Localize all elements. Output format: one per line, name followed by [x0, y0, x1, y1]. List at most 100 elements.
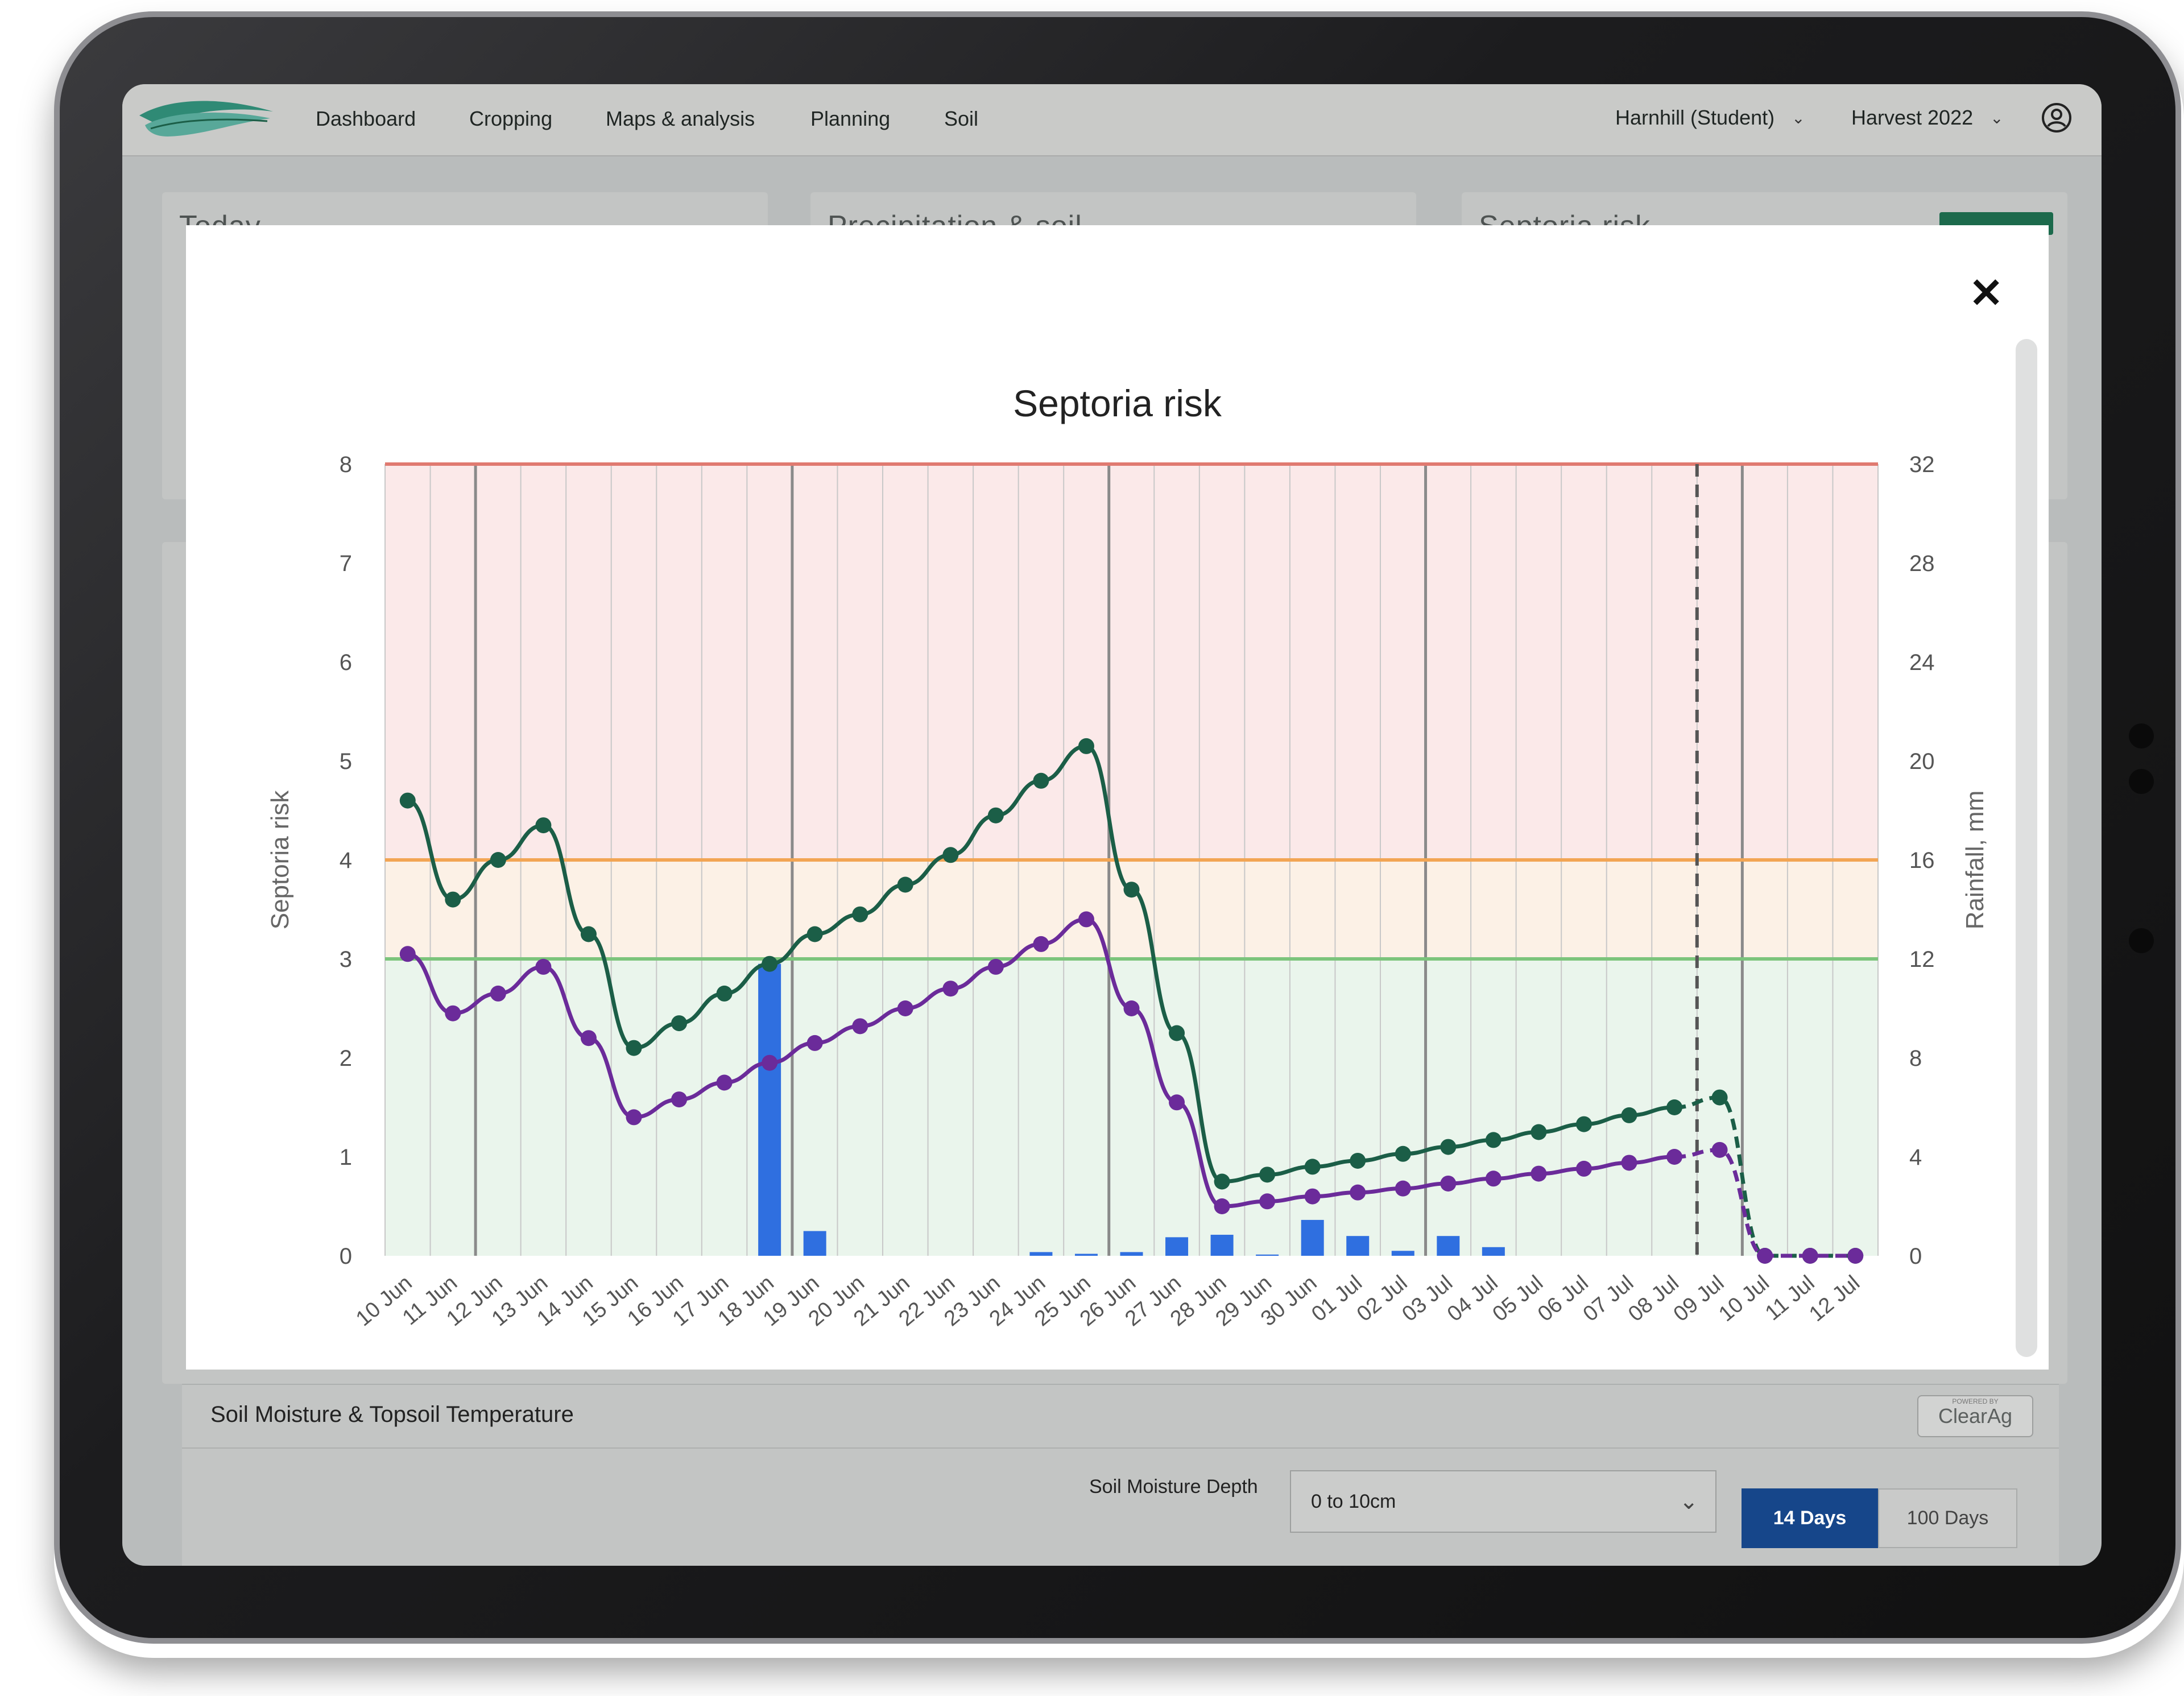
data-point: [806, 1035, 823, 1051]
data-point: [1033, 936, 1049, 952]
data-point: [671, 1091, 688, 1108]
data-point: [490, 852, 506, 868]
y2-axis-title: Rainfall, mm: [1961, 791, 1989, 930]
user-account-icon[interactable]: [2041, 102, 2072, 133]
x-tick-label: 11 Jul: [1761, 1271, 1819, 1326]
rainfall-bar: [1346, 1236, 1370, 1256]
data-point: [1395, 1145, 1411, 1162]
data-point: [1123, 1000, 1140, 1016]
data-point: [1214, 1173, 1230, 1190]
depth-select-value: 0 to 10cm: [1311, 1491, 1396, 1512]
data-point: [1395, 1180, 1411, 1197]
camera-dot: [2129, 769, 2154, 794]
data-point: [762, 1054, 778, 1071]
y-tick-label: 8: [340, 452, 352, 477]
range-100-days-button[interactable]: 100 Days: [1878, 1488, 2017, 1548]
y2-tick-label: 28: [1909, 551, 1935, 576]
data-point: [399, 792, 416, 809]
nav-maps-analysis[interactable]: Maps & analysis: [606, 107, 755, 130]
series-line-forecast: [1674, 1095, 1856, 1258]
data-point: [897, 876, 913, 893]
x-tick-label: 12 Jul: [1805, 1271, 1864, 1326]
app-screen: Dashboard Cropping Maps & analysis Plann…: [122, 84, 2102, 1566]
data-point: [1531, 1124, 1547, 1140]
data-point: [716, 1074, 733, 1091]
data-point: [1802, 1248, 1818, 1264]
data-point: [942, 981, 959, 997]
data-point: [1169, 1094, 1185, 1111]
close-icon[interactable]: ✕: [1969, 271, 2004, 316]
risk-band: [385, 860, 1878, 959]
data-point: [1531, 1165, 1547, 1182]
data-point: [1304, 1159, 1321, 1175]
data-point: [716, 985, 733, 1002]
soil-panel-title: Soil Moisture & Topsoil Temperature: [210, 1402, 574, 1427]
data-point: [445, 1005, 461, 1021]
data-point: [852, 1018, 868, 1035]
x-tick-label: 03 Jul: [1397, 1271, 1457, 1326]
y-axis-title: Septoria risk: [266, 790, 294, 930]
x-tick-label: 07 Jul: [1579, 1271, 1639, 1326]
data-point: [1847, 1248, 1864, 1264]
rainfall-bar: [1482, 1247, 1505, 1256]
data-point: [1214, 1198, 1230, 1214]
y-tick-label: 7: [340, 551, 352, 576]
x-tick-label: 01 Jul: [1307, 1271, 1367, 1326]
depth-select[interactable]: 0 to 10cm ⌄: [1290, 1470, 1716, 1533]
data-point: [1078, 911, 1094, 928]
data-point: [445, 891, 461, 908]
camera-dot: [2129, 928, 2154, 953]
data-point: [1711, 1089, 1728, 1106]
y-tick-label: 1: [340, 1145, 352, 1170]
data-point: [1621, 1155, 1637, 1171]
rainfall-bar: [1029, 1252, 1053, 1256]
y2-tick-label: 16: [1909, 848, 1935, 873]
nav-soil[interactable]: Soil: [944, 107, 979, 130]
data-point: [1304, 1188, 1321, 1205]
data-point: [1485, 1132, 1502, 1148]
data-point: [1350, 1152, 1366, 1169]
data-point: [626, 1109, 642, 1126]
powered-by-label: POWERED BY: [1952, 1397, 1999, 1405]
x-tick-label: 02 Jul: [1352, 1271, 1412, 1326]
chevron-down-icon: ⌄: [1990, 109, 2004, 127]
y-tick-label: 6: [340, 650, 352, 675]
range-14-days-button[interactable]: 14 Days: [1742, 1488, 1878, 1548]
y-tick-label: 3: [340, 947, 352, 972]
nav-planning[interactable]: Planning: [810, 107, 891, 130]
top-navigation: Dashboard Cropping Maps & analysis Plann…: [122, 84, 2102, 156]
data-point: [987, 807, 1004, 824]
data-point: [1259, 1193, 1276, 1210]
rainfall-bar: [1165, 1237, 1189, 1256]
leaf-logo-icon[interactable]: [134, 96, 276, 141]
nav-cropping[interactable]: Cropping: [469, 107, 553, 130]
rainfall-bar: [1210, 1235, 1234, 1256]
chevron-down-icon: ⌄: [1679, 1489, 1698, 1514]
data-point: [490, 985, 506, 1002]
rainfall-bar: [803, 1231, 826, 1256]
y-tick-label: 2: [340, 1046, 352, 1071]
modal-scrollbar[interactable]: [2016, 339, 2037, 1357]
divider: [182, 1447, 2059, 1449]
data-point: [626, 1040, 642, 1056]
x-tick-label: 09 Jul: [1669, 1271, 1729, 1326]
x-tick-label: 10 Jul: [1714, 1271, 1774, 1326]
y-tick-label: 4: [340, 848, 352, 873]
x-tick-label: 04 Jul: [1443, 1271, 1503, 1326]
depth-label: Soil Moisture Depth: [1089, 1476, 1258, 1498]
y-tick-label: 0: [340, 1244, 352, 1269]
harvest-selector[interactable]: Harvest 2022 ⌄: [1851, 106, 2004, 130]
farm-selector[interactable]: Harnhill (Student) ⌄: [1615, 106, 1805, 130]
data-point: [1666, 1099, 1683, 1115]
nav-dashboard[interactable]: Dashboard: [316, 107, 416, 130]
rainfall-bar: [1301, 1219, 1324, 1256]
x-tick-label: 06 Jul: [1533, 1271, 1593, 1326]
data-point: [1621, 1107, 1637, 1123]
harvest-selector-label: Harvest 2022: [1851, 106, 1974, 129]
data-point: [1350, 1184, 1366, 1201]
data-point: [1711, 1141, 1728, 1158]
y2-tick-label: 8: [1909, 1046, 1922, 1071]
y2-tick-label: 0: [1909, 1244, 1922, 1269]
data-point: [852, 906, 868, 923]
